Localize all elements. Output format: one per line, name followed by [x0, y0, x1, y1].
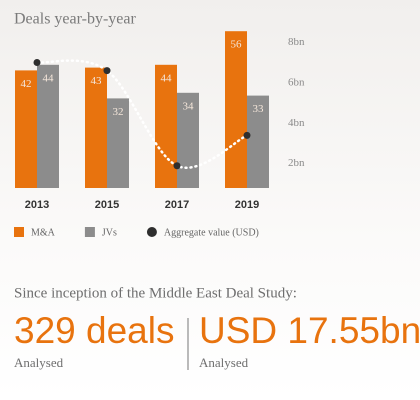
stat-value: USD 17.55bn	[199, 310, 420, 351]
data-label: 43	[91, 75, 103, 87]
data-label: 32	[113, 106, 124, 118]
legend-swatch	[14, 227, 24, 237]
bar	[155, 64, 177, 188]
stat-label: Analysed	[199, 355, 249, 370]
x-tick-label: 2013	[25, 199, 49, 211]
data-label: 33	[253, 103, 265, 115]
x-tick-label: 2019	[235, 199, 259, 211]
bar	[177, 92, 199, 188]
legend-swatch	[84, 227, 95, 237]
legend-label: Aggregate value (USD)	[164, 227, 259, 238]
data-label: 56	[231, 39, 243, 51]
chart-title: Deals year-by-year	[14, 11, 137, 28]
point	[103, 67, 111, 75]
point	[33, 59, 41, 67]
bar	[37, 64, 59, 188]
data-label: 44	[43, 72, 55, 84]
y2-tick-label: 4bn	[288, 117, 305, 129]
y2-tick-label: 6bn	[288, 76, 305, 88]
bar	[225, 31, 247, 189]
stat-value: 329 deals	[14, 310, 174, 351]
x-tick-label: 2017	[165, 199, 189, 211]
x-tick-label: 2015	[95, 199, 119, 211]
legend-swatch	[146, 227, 157, 237]
bar	[15, 70, 37, 188]
stat-label: Analysed	[14, 355, 64, 370]
bar	[107, 98, 129, 188]
bar	[247, 95, 269, 188]
legend-label: JVs	[102, 227, 117, 238]
legend-label: M&A	[31, 227, 56, 238]
y2-tick-label: 2bn	[288, 157, 305, 169]
point	[243, 131, 251, 139]
point	[173, 162, 181, 170]
bar	[85, 67, 107, 188]
line	[35, 59, 249, 169]
data-label: 44	[161, 72, 173, 84]
y2-tick-label: 8bn	[288, 36, 305, 48]
data-label: 34	[183, 100, 195, 112]
stats-heading: Since inception of the Middle East Deal …	[14, 285, 297, 301]
data-label: 42	[21, 78, 32, 90]
